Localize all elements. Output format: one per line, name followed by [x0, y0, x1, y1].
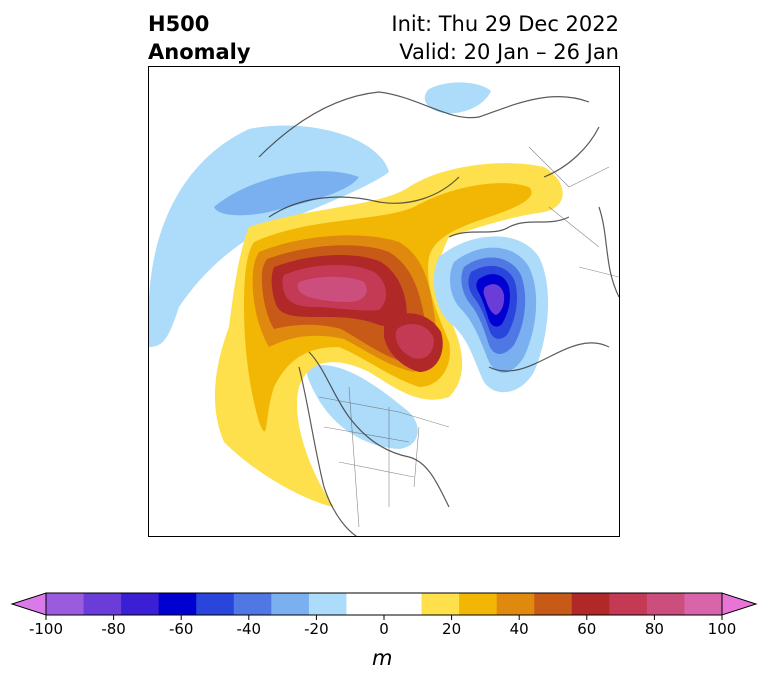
coastlines — [258, 91, 619, 536]
colorbar-cell — [609, 593, 648, 615]
colorbar-tick-label: 0 — [379, 620, 389, 638]
colorbar-cell — [534, 593, 573, 615]
map-canvas — [149, 82, 619, 536]
anomaly-neg-us — [306, 365, 418, 449]
title-field: H500 — [148, 12, 210, 36]
colorbar-tick-label: -100 — [29, 620, 63, 638]
colorbar-extend-high — [721, 592, 758, 616]
colorbar-tick-label: -40 — [237, 620, 262, 638]
colorbar: -100 -80 -60 -40 -20 0 20 40 60 80 100 — [10, 592, 758, 638]
anomaly-neg-30 — [214, 171, 359, 216]
colorbar-tick-label: -20 — [304, 620, 329, 638]
colorbar-tick-label: 20 — [442, 620, 461, 638]
anomaly-neg-small — [424, 82, 491, 114]
colorbar-cell — [83, 593, 122, 615]
colorbar-cell — [346, 593, 385, 615]
colorbar-cell — [196, 593, 235, 615]
anomaly-neg-eu-60 — [483, 284, 505, 315]
colorbar-tick-label: 100 — [708, 620, 737, 638]
colorbar-cell — [384, 593, 423, 615]
colorbar-cell — [308, 593, 347, 615]
colorbar-cell — [684, 593, 723, 615]
valid-time: Valid: 20 Jan – 26 Jan — [399, 40, 619, 64]
colorbar-cell — [646, 593, 685, 615]
title-type: Anomaly — [148, 40, 251, 64]
colorbar-cell — [46, 593, 85, 615]
anomaly-map — [148, 66, 620, 537]
anomaly-pos-70 — [297, 276, 367, 302]
colorbar-tick-label: 80 — [645, 620, 664, 638]
colorbar-unit: m — [372, 646, 393, 670]
colorbar-cell — [158, 593, 197, 615]
anomaly-pos-lobe-inner — [395, 324, 434, 359]
init-time: Init: Thu 29 Dec 2022 — [391, 12, 619, 36]
colorbar-tick-label: 40 — [510, 620, 529, 638]
country-borders — [318, 146, 619, 528]
colorbar-cell — [121, 593, 160, 615]
forecast-times: Init: Thu 29 Dec 2022 Valid: 20 Jan – 26… — [391, 10, 619, 66]
colorbar-cell — [421, 593, 460, 615]
chart-title: H500 Anomaly — [148, 10, 251, 66]
colorbar-cell — [571, 593, 610, 615]
colorbar-cell — [459, 593, 498, 615]
colorbar-tick-label: -80 — [101, 620, 126, 638]
colorbar-tick-label: 60 — [577, 620, 596, 638]
colorbar-cell — [496, 593, 535, 615]
colorbar-extend-low — [10, 592, 47, 616]
colorbar-tick-label: -60 — [169, 620, 194, 638]
colorbar-cell — [233, 593, 272, 615]
colorbar-cell — [271, 593, 310, 615]
